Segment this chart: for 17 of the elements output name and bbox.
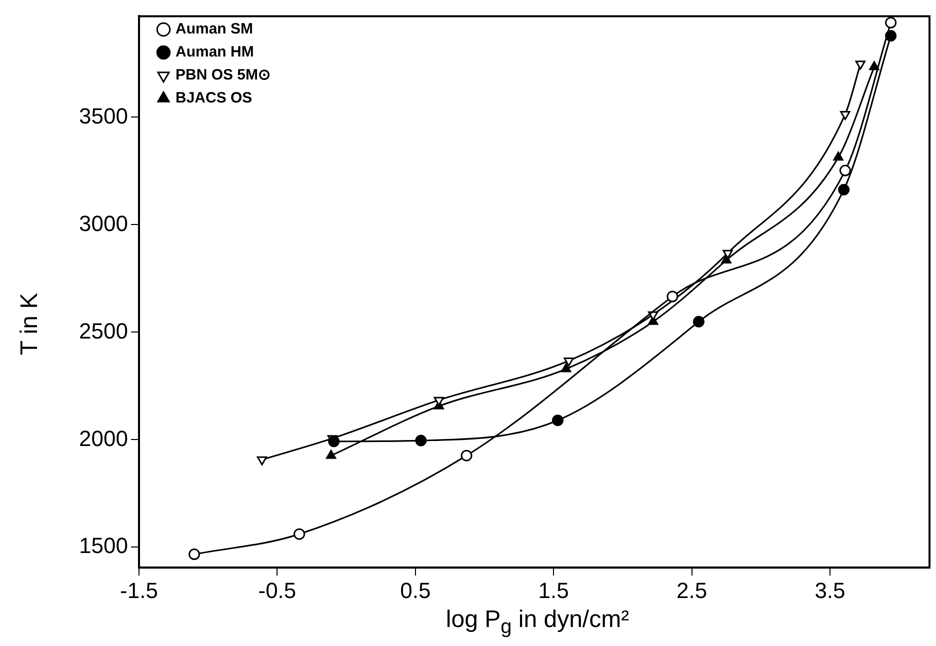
x-tick-label: -0.5 <box>258 578 296 603</box>
x-tick-label: 3.5 <box>814 578 846 603</box>
y-tick-label: 2500 <box>79 318 128 344</box>
y-tick-label: 3000 <box>79 210 128 236</box>
legend-label: Auman HM <box>176 44 254 61</box>
x-tick-label: 0.5 <box>400 578 431 603</box>
legend-label: BJACS OS <box>176 90 252 107</box>
x-tick-label: 2.5 <box>676 578 708 603</box>
x-tick-label: 1.5 <box>538 578 569 603</box>
y-tick-label: 1500 <box>79 533 128 558</box>
y-tick-label: 3500 <box>79 103 128 128</box>
x-tick-label: -1.5 <box>120 578 158 603</box>
legend-label: Auman SM <box>176 20 254 38</box>
y-tick-label: 2000 <box>79 426 128 451</box>
y-axis-title: T in K <box>16 292 44 358</box>
x-axis-title: log P$_{g}$ in dyn/cm² <box>444 606 630 639</box>
legend-label: PBN OS 5M⊙ <box>176 66 272 84</box>
